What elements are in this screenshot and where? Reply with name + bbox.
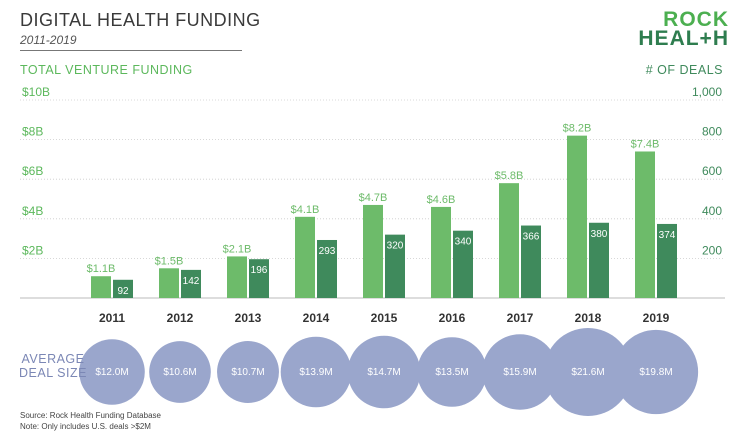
footer: Source: Rock Health Funding Database Not… [20,410,161,432]
funding-bar [363,204,383,298]
deal-size-bubble [417,337,487,407]
deal-size-label: $10.7M [231,367,264,378]
right-tick-label: 1,000 [692,85,722,99]
deal-size-label: $13.9M [299,367,332,378]
x-tick-label: 2014 [303,311,330,325]
left-tick-label: $2B [22,243,43,257]
right-tick-label: 600 [702,164,722,178]
deal-size-bubble [544,328,632,416]
deal-note: Note: Only includes U.S. deals >$2M [20,422,151,431]
left-tick-label: $10B [22,85,50,99]
deals-label: 366 [523,232,540,243]
funding-bar [91,276,111,298]
deals-label: 320 [387,241,404,252]
deal-size-bubble [482,334,558,410]
funding-label: $1.1B [87,263,116,275]
funding-label: $4.6B [427,194,456,206]
deal-size-label: $10.6M [163,367,196,378]
x-tick-label: 2019 [643,311,670,325]
deals-bar [453,230,473,298]
funding-label: $8.2B [563,123,592,135]
funding-label: $4.7B [359,192,388,204]
deal-size-bubble [280,336,352,408]
right-tick-label: 800 [702,125,722,139]
x-tick-label: 2015 [371,311,398,325]
chart-subtitle: 2011-2019 [20,33,77,47]
deals-bar [657,223,677,298]
deal-size-label: $12.0M [95,367,128,378]
title-divider [20,50,242,51]
average-deal-size-label: AVERAGE DEAL SIZE [19,352,87,380]
funding-bar [227,256,247,298]
deal-size-label: $19.8M [639,367,672,378]
deals-label: 340 [455,237,472,248]
deals-bar [249,259,269,298]
deal-size-bubble [149,341,211,403]
x-tick-label: 2016 [439,311,466,325]
funding-bar [635,151,655,298]
left-tick-label: $4B [22,204,43,218]
deal-size-label: $14.7M [367,367,400,378]
deals-label: 380 [591,229,608,240]
x-tick-label: 2013 [235,311,262,325]
left-tick-label: $6B [22,164,43,178]
chart-title: DIGITAL HEALTH FUNDING [20,10,261,30]
deal-size-bubble [613,329,699,415]
funding-label: $5.8B [495,170,524,182]
source-note: Source: Rock Health Funding Database [20,411,161,420]
funding-bar [295,216,315,298]
rock-health-logo: ROCK HEAL+H [638,8,729,50]
deals-bar [385,234,405,298]
deals-bar [181,269,201,298]
left-tick-label: $8B [22,125,43,139]
deals-bar [521,225,541,298]
x-tick-label: 2012 [167,311,194,325]
right-axis-title: # OF DEALS [645,63,723,77]
deals-label: 374 [659,230,676,241]
left-axis-title: TOTAL VENTURE FUNDING [20,63,193,77]
deals-label: 92 [117,286,129,297]
deals-label: 293 [319,246,336,257]
funding-label: $7.4B [631,138,660,150]
funding-label: $2.1B [223,243,252,255]
deal-size-bubble [347,335,421,409]
deals-bar [317,239,337,298]
logo-line-1: ROCK [663,8,729,31]
x-tick-label: 2017 [507,311,534,325]
deal-size-label: $15.9M [503,367,536,378]
funding-bar [431,206,451,298]
funding-bar [159,268,179,298]
right-tick-label: 400 [702,204,722,218]
deal-size-bubble [79,339,145,405]
deal-size-bubble [217,341,279,403]
deals-bar [589,222,609,298]
deals-label: 142 [183,276,200,287]
logo-line-2: HEAL+H [638,27,729,50]
funding-label: $4.1B [291,204,320,216]
x-tick-label: 2018 [575,311,602,325]
funding-label: $1.5B [155,255,184,267]
deals-bar [113,279,133,298]
x-tick-label: 2011 [99,311,125,325]
deals-label: 196 [251,265,268,276]
deal-size-label: $13.5M [435,367,468,378]
funding-bar [567,135,587,298]
right-tick-label: 200 [702,243,722,257]
funding-bar [499,183,519,298]
deal-size-label: $21.6M [571,367,604,378]
